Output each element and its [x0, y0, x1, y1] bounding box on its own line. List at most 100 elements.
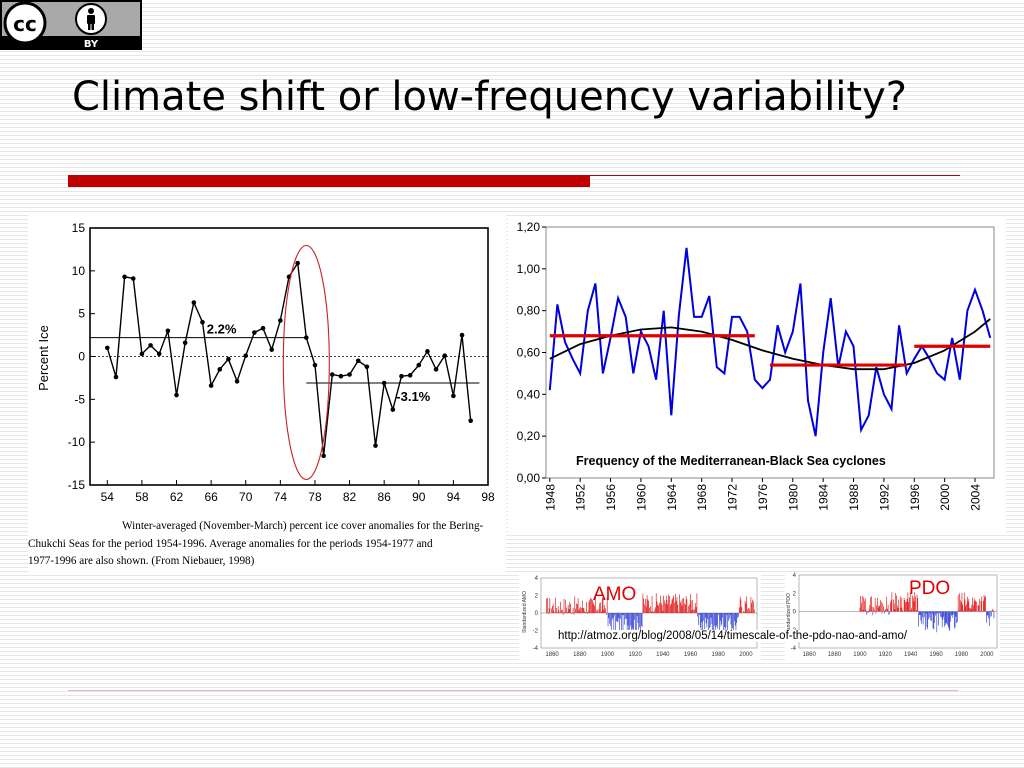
ice-y-tick-label: 0	[78, 350, 85, 364]
ice-period-mean-label: -3.1%	[396, 389, 430, 404]
ice-plot-frame	[89, 227, 489, 486]
cyclone-y-tick-label: 0,40	[517, 387, 541, 401]
cyclone-y-tick-label: 0,60	[517, 346, 541, 360]
ice-data-point	[442, 353, 448, 358]
ice-x-tick-label: 54	[101, 490, 115, 504]
pdo-y-tick-label: 0	[793, 610, 797, 616]
cyclone-x-tick-label: 1976	[756, 484, 770, 511]
ice-data-point	[208, 383, 214, 388]
ice-data-point	[122, 274, 127, 280]
ice-x-tick-label: 70	[239, 490, 253, 504]
ice-data-point	[312, 362, 318, 368]
title-underline-accent	[68, 175, 590, 187]
ice-data-point	[390, 407, 396, 412]
cc-icon	[3, 1, 47, 45]
cyclone-x-tick-label: 1996	[908, 484, 922, 511]
cyclone-y-tick-label: 1,20	[517, 220, 541, 234]
ice-data-point	[425, 349, 430, 354]
ice-data-point	[468, 418, 473, 424]
ice-data-point	[191, 300, 197, 305]
amo-x-tick-label: 1940	[656, 652, 670, 658]
ice-data-point	[105, 345, 110, 351]
amo-x-tick-label: 1960	[684, 652, 698, 658]
ice-x-tick-label: 74	[274, 490, 288, 504]
amo-y-tick-label: 4	[535, 576, 539, 582]
ice-x-tick-label: 94	[447, 490, 461, 504]
ice-x-tick-label: 98	[481, 490, 495, 504]
cyclone-smoothed-trend	[549, 318, 991, 371]
ice-y-tick-label: 15	[72, 221, 86, 235]
ice-data-point	[182, 340, 188, 346]
pdo-x-tick-label: 1980	[955, 652, 969, 658]
ice-data-point	[113, 374, 119, 380]
ice-series-line	[106, 261, 472, 456]
ice-data-point	[156, 351, 162, 357]
ice-y-axis-label: Percent Ice	[36, 325, 51, 391]
ice-data-point	[260, 325, 266, 331]
ice-data-point	[226, 356, 231, 362]
ice-y-tick-label: 5	[78, 307, 85, 321]
amo-figure: Standardized AMO 4 2 0 -2 -4 1860 1880 1900 1920…	[519, 575, 761, 660]
cyclone-x-tick-label: 1988	[847, 484, 861, 511]
cyclone-x-tick-label: 1948	[543, 484, 557, 511]
amo-x-tick-label: 1860	[545, 652, 559, 658]
ice-data-point	[459, 332, 465, 338]
ice-data-point	[217, 367, 223, 372]
pdo-x-tick-label: 1900	[853, 652, 867, 658]
pdo-x-tick-label: 1940	[904, 652, 918, 658]
cyclone-frequency-line	[548, 247, 992, 437]
ice-data-point	[174, 392, 179, 398]
ice-y-tick-label: 10	[72, 264, 86, 278]
ice-x-tick-label: 58	[135, 490, 149, 504]
ice-data-point	[252, 330, 257, 335]
ice-data-point	[329, 372, 335, 377]
ice-data-point	[278, 318, 283, 323]
amo-x-tick-label: 1980	[712, 652, 726, 658]
shift-highlight-ellipse	[282, 244, 330, 481]
amo-x-tick-label: 1880	[573, 652, 587, 658]
cyclone-x-tick-label: 1968	[695, 484, 709, 511]
svg-text:cc: cc	[13, 12, 37, 36]
cyclone-x-tick-label: 1952	[574, 484, 588, 511]
ice-data-point	[295, 260, 300, 266]
ice-data-point	[373, 443, 378, 448]
cc-by-license-badge: cc BY	[0, 0, 142, 50]
attribution-person-icon	[75, 3, 107, 35]
pdo-chart-title: PDO	[909, 578, 950, 599]
source-url-link[interactable]: http://atmoz.org/blog/2008/05/14/timesca…	[556, 630, 910, 642]
ice-data-point	[355, 358, 361, 364]
cyclone-x-tick-label: 2000	[938, 484, 952, 511]
slide-title: Climate shift or low-frequency variabili…	[72, 74, 907, 120]
badge-label: BY	[84, 39, 99, 50]
amo-chart-title: AMO	[593, 584, 636, 605]
cyclone-y-tick-label: 1,00	[517, 262, 541, 276]
ice-data-point	[451, 393, 456, 399]
ice-data-point	[200, 319, 205, 325]
pdo-y-axis-label: Standardized PDO	[786, 593, 792, 635]
pdo-x-tick-label: 1920	[879, 652, 893, 658]
ice-anomaly-chart: Percent Ice 15 10 5 0 -5 -10 -15 54 58 62 66 70 74 78…	[28, 221, 495, 567]
ice-x-tick-label: 78	[308, 490, 322, 504]
ice-x-tick-label: 66	[204, 490, 218, 504]
amo-x-tick-label: 1920	[628, 652, 642, 658]
cyclone-y-tick-label: 0,80	[517, 304, 541, 318]
cyclone-x-tick-label: 1992	[877, 484, 891, 511]
ice-data-point	[338, 373, 344, 379]
ice-x-tick-label: 82	[343, 490, 357, 504]
pdo-y-tick-label: -4	[791, 646, 797, 652]
ice-data-point	[243, 353, 249, 358]
cyclone-frequency-figure: 0,00 0,20 0,40 0,60 0,80 1,00 1,20 1948 1952 1956…	[508, 216, 1006, 534]
figure-caption-line-1: Winter-averaged (November-March) percent…	[122, 520, 484, 532]
cyclone-x-tick-label: 2004	[969, 484, 983, 511]
amo-y-tick-label: 0	[535, 611, 539, 617]
footer-rule	[68, 690, 958, 691]
cyclone-y-tick-label: 0,00	[517, 471, 541, 485]
ice-data-point	[433, 367, 439, 372]
cyclone-x-tick-label: 1960	[634, 484, 648, 511]
ice-data-point	[364, 364, 370, 370]
ice-data-point	[130, 276, 136, 281]
ice-x-tick-label: 62	[170, 490, 184, 504]
pdo-y-tick-label: 2	[793, 591, 797, 597]
ice-data-point	[347, 372, 352, 377]
pdo-x-tick-label: 1960	[929, 652, 943, 658]
